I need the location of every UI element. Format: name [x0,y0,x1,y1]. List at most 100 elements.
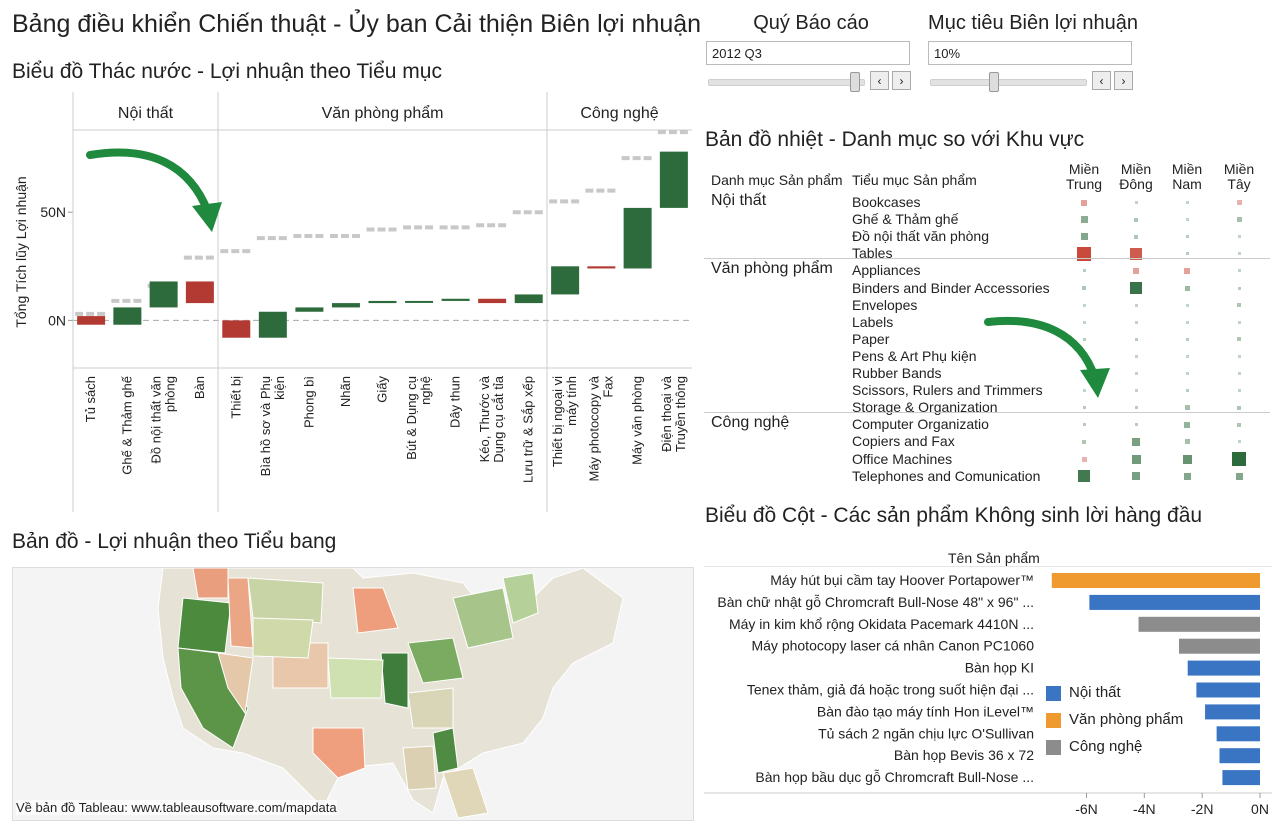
heatmap-cell-mark[interactable] [1185,218,1189,222]
heatmap-cell-mark[interactable] [1082,320,1086,324]
heatmap-cell-mark[interactable] [1082,303,1086,307]
bar-legend-item[interactable]: Nội thất [1046,684,1183,701]
bar[interactable] [1196,682,1260,698]
heatmap-cell-mark[interactable] [1184,285,1190,291]
quarter-slider-thumb[interactable] [849,72,860,92]
margin-target-input[interactable]: 10% [928,41,1132,65]
heatmap-cell-mark[interactable] [1134,423,1138,427]
heatmap-cell-mark[interactable] [1184,439,1190,445]
bar[interactable] [1219,748,1260,764]
state-alabama[interactable] [402,745,437,791]
waterfall-bar[interactable] [77,316,106,325]
state-washington[interactable] [192,568,229,599]
heatmap-cell-mark[interactable] [1134,406,1138,410]
heatmap-cell-mark[interactable] [1082,286,1086,290]
waterfall-bar[interactable] [587,266,616,269]
quarter-next-button[interactable]: › [892,71,911,90]
heatmap-cell-mark[interactable] [1185,252,1189,256]
waterfall-bar[interactable] [295,307,324,312]
bar[interactable] [1089,594,1260,610]
heatmap-cell-mark[interactable] [1134,320,1138,324]
heatmap-cell-mark[interactable] [1236,200,1242,205]
state-wyoming[interactable] [252,617,314,659]
heatmap-cell-mark[interactable] [1183,472,1191,480]
state-oregon[interactable] [177,597,232,654]
heatmap-cell-mark[interactable] [1130,247,1142,260]
heatmap-cell-mark[interactable] [1082,269,1086,273]
heatmap-cell-mark[interactable] [1081,199,1087,206]
waterfall-bar[interactable] [222,320,251,338]
heatmap-cell-mark[interactable] [1185,201,1189,204]
state-minnesota[interactable] [352,587,399,634]
margin-prev-button[interactable]: ‹ [1092,71,1111,90]
heatmap-cell-mark[interactable] [1082,423,1086,427]
heatmap-cell-mark[interactable] [1237,235,1241,239]
heatmap-cell-mark[interactable] [1131,454,1141,464]
heatmap-cell-mark[interactable] [1134,372,1138,375]
bar[interactable] [1138,616,1260,632]
heatmap-cell-mark[interactable] [1237,354,1241,358]
bar[interactable] [1216,726,1260,742]
heatmap-cell-mark[interactable] [1080,233,1088,241]
state-kansas-missouri[interactable] [327,657,384,699]
heatmap-cell-mark[interactable] [1185,235,1189,239]
heatmap-cell-mark[interactable] [1185,337,1189,341]
waterfall-bar[interactable] [149,281,178,308]
heatmap-cell-mark[interactable] [1185,389,1189,393]
heatmap-cell-mark[interactable] [1082,406,1086,410]
waterfall-chart[interactable]: Tổng Tích lũy Lợi nhuận 50N 0N Nội thất Văn … [0,92,700,512]
heatmap-cell-mark[interactable] [1080,216,1088,224]
waterfall-bar[interactable] [368,300,397,304]
heatmap-cell-mark[interactable] [1237,372,1241,375]
heatmap-cell-mark[interactable] [1237,320,1241,324]
bar[interactable] [1205,704,1260,720]
state-florida[interactable] [442,767,489,819]
heatmap-cell-mark[interactable] [1078,470,1090,483]
heatmap-cell-mark[interactable] [1232,452,1246,466]
state-ohio[interactable] [407,637,464,684]
heatmap-cell-mark[interactable] [1134,201,1138,204]
heatmap-cell-mark[interactable] [1184,405,1190,411]
margin-slider-thumb[interactable] [989,72,999,92]
heatmap-cell-mark[interactable] [1185,303,1189,307]
margin-slider-track[interactable] [930,79,1087,86]
heatmap-cell-mark[interactable] [1134,234,1138,239]
heatmap-cell-mark[interactable] [1237,440,1241,444]
heatmap-cell-mark[interactable] [1237,405,1241,410]
state-montana[interactable] [247,577,324,624]
quarter-prev-button[interactable]: ‹ [870,71,889,90]
state-new-england[interactable] [502,572,539,624]
waterfall-bar[interactable] [258,311,287,338]
heatmap-cell-mark[interactable] [1082,389,1086,393]
margin-next-button[interactable]: › [1114,71,1133,90]
bar-legend-item[interactable]: Văn phòng phẩm [1046,711,1183,728]
heatmap-cell-mark[interactable] [1182,454,1192,464]
bar[interactable] [1051,573,1260,588]
heatmap-cell-mark[interactable] [1237,337,1241,342]
waterfall-bar[interactable] [478,298,507,304]
waterfall-bar[interactable] [405,300,434,303]
heatmap-cell-mark[interactable] [1185,354,1189,358]
waterfall-bar[interactable] [331,303,360,308]
state-nevada[interactable] [217,652,254,715]
bar-chart[interactable]: Máy hút bụi cầm tay Hoover Portapower™ Bà… [704,566,1272,826]
state-illinois[interactable] [380,652,409,709]
heatmap-cell-mark[interactable] [1134,354,1138,358]
heatmap-cell-mark[interactable] [1132,437,1140,446]
bar[interactable] [1179,638,1260,654]
quarter-filter-input[interactable]: 2012 Q3 [706,41,910,65]
heatmap-cell-mark[interactable] [1132,472,1140,481]
waterfall-bar[interactable] [441,298,470,301]
state-texas[interactable] [312,727,366,779]
state-new-york[interactable] [452,587,514,649]
heatmap-cell-mark[interactable] [1130,282,1142,294]
state-georgia[interactable] [432,727,459,774]
heatmap-cell-mark[interactable] [1237,252,1241,256]
heatmap-cell-mark[interactable] [1134,389,1138,393]
heatmap-cell-mark[interactable] [1237,269,1241,273]
waterfall-bar[interactable] [185,281,214,304]
heatmap-cell-mark[interactable] [1184,267,1190,274]
heatmap-cell-mark[interactable] [1081,456,1087,462]
heatmap-cell-mark[interactable] [1236,217,1242,223]
waterfall-bar[interactable] [659,151,688,208]
